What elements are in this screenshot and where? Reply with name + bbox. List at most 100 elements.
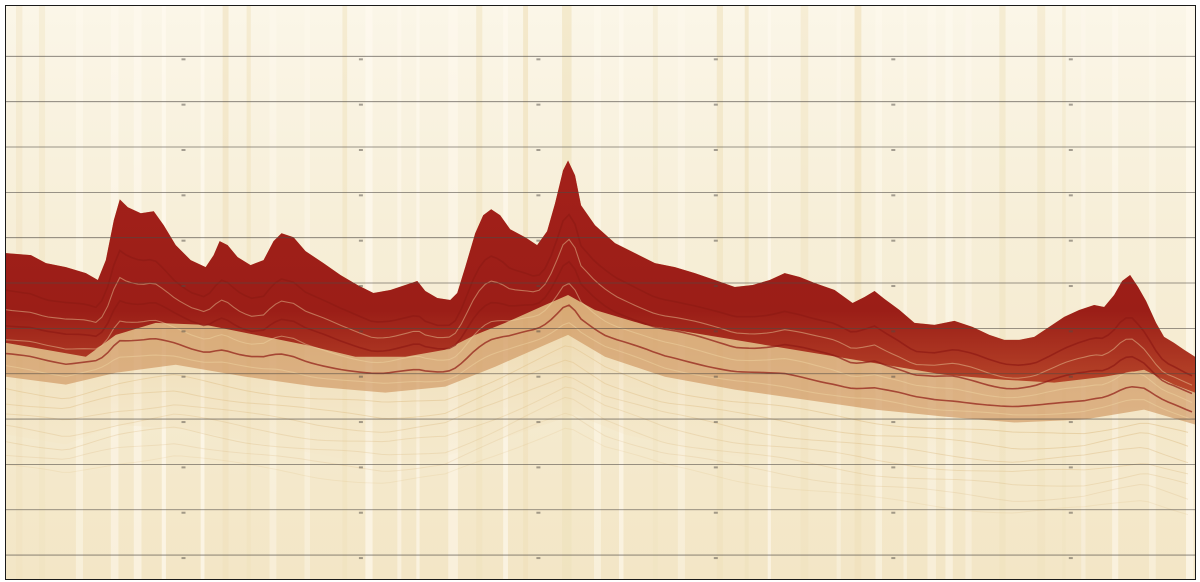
- grid-tick-mark: [358, 149, 363, 151]
- grid-tick-mark: [358, 375, 363, 378]
- grid-tick-mark: [713, 239, 718, 242]
- grid-tick-mark: [713, 103, 718, 106]
- seismic-profile-frame: [5, 5, 1196, 580]
- grid-tick-mark: [181, 149, 186, 151]
- internal-reflector-line: [6, 213, 1193, 377]
- trace-streak: [999, 6, 1006, 579]
- grid-tick-mark: [536, 421, 541, 424]
- grid-tick-mark: [1068, 466, 1073, 469]
- grid-tick-mark: [181, 511, 186, 514]
- grid-tick-mark: [536, 58, 541, 61]
- grid-tick-mark: [358, 239, 363, 242]
- trace-streak: [903, 6, 907, 579]
- grid-tick-mark: [713, 194, 718, 197]
- internal-reflector-line: [6, 282, 1193, 404]
- internal-reflector-line: [6, 304, 1193, 413]
- grid-tick-mark: [181, 421, 186, 424]
- grid-tick-mark: [536, 511, 541, 514]
- trace-streak: [1186, 6, 1194, 579]
- grid-tick-mark: [181, 103, 186, 106]
- grid-tick-mark: [891, 58, 896, 61]
- grid-tick-mark: [713, 330, 718, 333]
- trace-streak: [1062, 6, 1066, 579]
- grid-tick-mark: [181, 466, 186, 469]
- grid-tick-mark: [536, 375, 541, 378]
- trace-streak: [875, 6, 883, 579]
- grid-tick-mark: [713, 58, 718, 61]
- grid-tick-mark: [713, 285, 718, 288]
- grid-tick-mark: [1068, 285, 1073, 288]
- grid-tick-mark: [713, 421, 718, 424]
- internal-reflector-line: [6, 260, 1193, 395]
- grid-tick-mark: [1068, 375, 1073, 378]
- internal-reflector-line: [6, 238, 1193, 386]
- grid-tick-mark: [713, 466, 718, 469]
- grid-tick-mark: [891, 330, 896, 333]
- grid-tick-mark: [358, 194, 363, 197]
- grid-tick-mark: [181, 285, 186, 288]
- internal-reflector-line: [6, 322, 1193, 420]
- grid-tick-mark: [1068, 239, 1073, 242]
- grid-tick-mark: [181, 58, 186, 61]
- seafloor-reflector-band: [6, 160, 1195, 393]
- grid-tick-mark: [891, 511, 896, 514]
- grid-tick-mark: [536, 285, 541, 288]
- trace-streak: [945, 6, 953, 579]
- grid-tick-mark: [1068, 149, 1073, 151]
- grid-tick-mark: [891, 421, 896, 424]
- grid-tick-mark: [713, 375, 718, 378]
- grid-tick-mark: [358, 330, 363, 333]
- grid-tick-mark: [536, 466, 541, 469]
- deep-layer-line: [6, 412, 1189, 502]
- trace-streak: [854, 6, 862, 579]
- grid-tick-mark: [1068, 557, 1073, 560]
- grid-tick-mark: [536, 239, 541, 242]
- grid-tick-mark: [713, 557, 718, 560]
- grid-tick-mark: [536, 557, 541, 560]
- grid-tick-mark: [891, 375, 896, 378]
- grid-tick-mark: [891, 466, 896, 469]
- grid-tick-mark: [181, 330, 186, 333]
- grid-tick-mark: [181, 194, 186, 197]
- grid-tick-mark: [1068, 511, 1073, 514]
- grid-tick-mark: [1068, 421, 1073, 424]
- grid-tick-mark: [536, 149, 541, 151]
- trace-streak: [927, 6, 936, 579]
- internal-reflectors: [6, 213, 1193, 420]
- grid-tick-mark: [891, 239, 896, 242]
- grid-tick-mark: [358, 557, 363, 560]
- grid-tick-mark: [891, 194, 896, 197]
- grid-tick-mark: [536, 330, 541, 333]
- horizontal-grid-lines: [6, 55, 1195, 556]
- deep-layer-line: [6, 427, 1189, 516]
- vertical-grid-ticks: [181, 58, 1073, 560]
- grid-tick-mark: [181, 239, 186, 242]
- grid-tick-mark: [891, 103, 896, 106]
- trace-streak: [965, 6, 972, 579]
- grid-tick-mark: [181, 375, 186, 378]
- trace-streak: [836, 6, 841, 579]
- grid-tick-mark: [713, 511, 718, 514]
- grid-tick-mark: [891, 285, 896, 288]
- grid-tick-mark: [536, 103, 541, 106]
- grid-tick-mark: [358, 466, 363, 469]
- trace-streak: [1112, 6, 1119, 579]
- grid-tick-mark: [891, 149, 896, 151]
- grid-tick-mark: [181, 557, 186, 560]
- grid-tick-mark: [358, 285, 363, 288]
- grid-tick-mark: [1068, 58, 1073, 61]
- grid-tick-mark: [358, 103, 363, 106]
- grid-tick-mark: [536, 194, 541, 197]
- trace-streak: [1149, 6, 1156, 579]
- trace-streak: [1037, 6, 1046, 579]
- grid-tick-mark: [1068, 330, 1073, 333]
- seismic-profile-image: [6, 6, 1195, 579]
- grid-tick-mark: [358, 58, 363, 61]
- grid-tick-mark: [891, 557, 896, 560]
- grid-tick-mark: [1068, 194, 1073, 197]
- grid-tick-mark: [358, 421, 363, 424]
- grid-tick-mark: [713, 149, 718, 151]
- trace-streak: [448, 6, 458, 579]
- grid-tick-mark: [1068, 103, 1073, 106]
- trace-streak: [1081, 6, 1086, 579]
